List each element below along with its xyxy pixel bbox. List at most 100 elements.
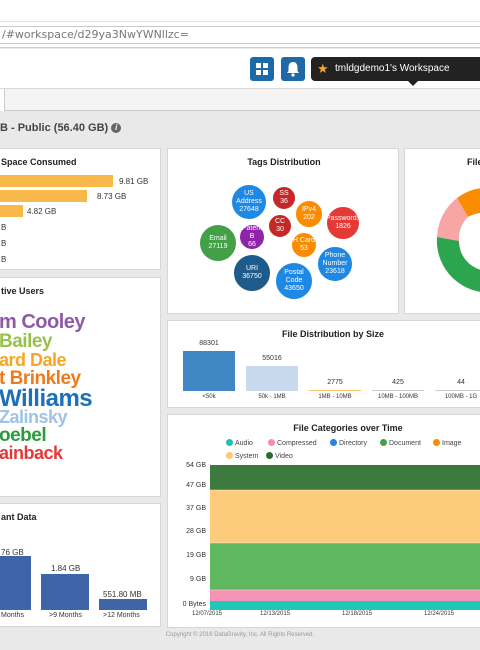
legend-item[interactable]: Compressed [268,439,317,447]
page-subtitle: B - Public (56.40 GB) i [0,122,122,134]
app-header: ★ tmldgdemo1's Workspace [0,49,480,89]
tag-bubble[interactable]: H Card 53 [290,231,318,259]
volume-summary: B - Public (56.40 GB) [0,122,109,134]
legend-item[interactable]: Directory [330,439,367,447]
dormant-data-title: ant Data [1,512,37,522]
user-word[interactable]: t Brinkley [0,368,81,389]
workspace-selector[interactable]: ★ tmldgdemo1's Workspace [311,57,480,81]
tag-value: 1826 [335,223,351,230]
file-types-donut[interactable] [405,165,480,315]
size-bar[interactable] [372,390,424,391]
tag-bubble[interactable]: SS 36 [271,185,297,211]
tag-bubble[interactable]: Patent B 66 [238,223,266,251]
file-types-title: File [467,157,480,167]
size-bar-category: 50k - 1MB [258,394,286,400]
grid-icon [256,63,268,75]
tag-name: URI [245,265,259,272]
size-bar[interactable] [309,389,361,391]
x-tick: 12/13/2015 [260,611,291,617]
size-bar[interactable] [246,366,298,391]
file-distribution-panel: File Distribution by Size 88301 <50k 55016… [167,320,480,408]
size-bar-category: 1MB - 10MB [318,394,352,400]
tag-name: US Address [236,190,262,205]
user-word[interactable]: ainback [0,443,63,463]
tag-value: 27648 [239,206,259,213]
tag-bubble[interactable]: CC 30 [267,213,293,239]
space-bar-label: 8.73 GB [97,192,127,201]
tag-name: Postal Code [284,269,304,284]
space-bar [0,175,113,187]
space-bar [0,205,23,217]
tag-bubble[interactable]: US Address 27648 [230,183,268,221]
tab-active[interactable] [0,89,5,111]
dormant-bar[interactable] [0,556,31,610]
legend-dot-icon [268,439,275,446]
size-bar-value: 2775 [327,378,343,386]
legend-label: Compressed [277,440,317,447]
size-bar[interactable] [183,351,235,391]
dormant-bar[interactable] [41,574,89,610]
dormant-bar-category: Months [1,612,24,619]
user-word[interactable]: Williams [0,385,93,412]
tag-value: 202 [303,214,315,221]
user-word[interactable]: ard Dale [0,350,67,370]
user-word[interactable]: oebel [0,425,47,446]
legend-item[interactable]: System [226,452,258,460]
x-tick: 12/18/2015 [342,611,373,617]
tag-name: Passwords [325,215,361,222]
tag-value: 27119 [208,243,228,250]
space-bar-label: 9.81 GB [119,177,149,186]
tag-name: Phone Number [322,252,348,267]
legend-item[interactable]: Image [433,439,461,447]
space-bar [0,190,87,202]
workspace-name: tmldgdemo1's Workspace [335,63,450,74]
tag-bubble[interactable]: IPv4 202 [294,199,324,229]
footer-copyright: Copyright © 2016 DataGravity, Inc. All R… [165,632,315,638]
file-distribution-title: File Distribution by Size [281,329,384,339]
legend-item[interactable]: Audio [226,439,253,447]
tag-bubble[interactable]: Passwords 1826 [325,205,361,241]
tag-value: 43650 [284,285,304,292]
tag-value: 53 [300,245,308,252]
active-users-title: tive Users [1,286,45,296]
tag-bubble[interactable]: Postal Code 43650 [274,261,314,301]
file-types-panel: File [404,148,480,314]
dormant-bar-label: 551.80 MB [103,590,142,599]
legend-item[interactable]: Video [266,452,293,460]
user-word[interactable]: m Cooley [0,311,86,333]
tag-value: 23618 [325,268,345,275]
tag-name: IPv4 [301,206,316,213]
tag-bubble[interactable]: URI 36750 [232,253,272,293]
size-bar[interactable] [435,390,480,391]
y-tick: 37 GB [186,505,206,512]
info-icon[interactable]: i [111,123,122,133]
tag-bubble[interactable]: Phone Number 23618 [316,245,354,283]
dormant-bar[interactable] [99,599,147,610]
legend-label: Audio [235,440,253,447]
address-bar[interactable]: /#workspace/d29ya3NwYWNllzc= [0,26,480,44]
notifications-button[interactable] [281,57,305,81]
legend-item[interactable]: Document [380,439,421,447]
legend-label: System [235,453,259,460]
space-consumed-panel: Space Consumed 9.81 GB 8.73 GB 4.82 GB B… [0,148,161,270]
browser-chrome: /#workspace/d29ya3NwYWNllzc= [0,0,480,48]
size-bar-value: 44 [457,379,465,386]
size-bar-category: <50k [202,394,216,400]
tag-name: Patent B [241,225,263,240]
user-word[interactable]: Zalinsky [0,407,68,427]
user-word[interactable]: Bailey [0,331,52,352]
legend-dot-icon [330,439,337,446]
legend-label: Directory [339,440,368,447]
size-bar-value: 88301 [199,340,219,347]
area-compressed [210,590,480,601]
space-bar-label: 4.82 GB [27,207,57,216]
tag-bubble[interactable]: Email 27119 [198,223,238,263]
workspace-caret-icon [408,81,418,86]
grid-menu-button[interactable] [250,57,274,81]
y-tick: 9 GB [190,576,206,583]
size-bar-value: 55016 [262,355,282,363]
space-bar-label: B [1,255,7,264]
stacked-area-chart[interactable] [210,465,480,610]
star-icon: ★ [317,61,329,76]
tags-distribution-panel: Tags Distribution US Address 27648 SS 36 I… [167,148,399,314]
